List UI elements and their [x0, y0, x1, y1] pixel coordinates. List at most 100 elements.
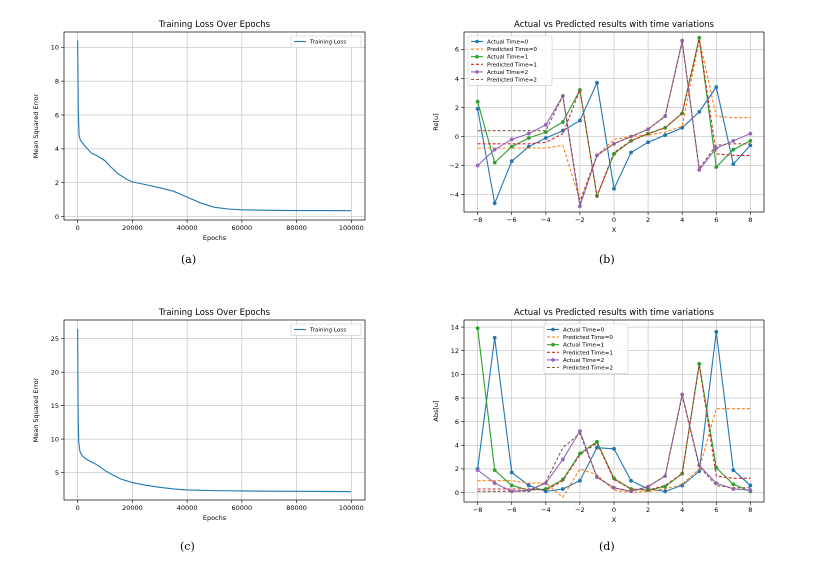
series-1-point — [578, 478, 582, 483]
legend-label-1: Actual Time=0 — [487, 40, 529, 46]
y-axis-label: Abs[u] — [432, 400, 440, 421]
series-3-point — [509, 483, 514, 488]
series-5-point — [680, 392, 685, 397]
x-tick-label: 8 — [748, 216, 752, 224]
legend-marker-3 — [551, 342, 555, 347]
y-tick-label: 25 — [51, 335, 59, 343]
series-5-point — [578, 204, 582, 209]
y-tick-label: 10 — [451, 371, 459, 379]
series-5-point — [560, 457, 565, 462]
x-tick-label: 60000 — [232, 504, 253, 512]
chart-title: Actual vs Predicted results with time va… — [514, 20, 715, 30]
chart-a-training-loss: 0 20000 40000 60000 80000 100000 0 2 4 6 8 10 Traini… — [32, 20, 366, 242]
y-tick-label: 2 — [455, 465, 459, 473]
x-tick-label: 0 — [612, 506, 616, 514]
y-axis-label: Mean Squared Error — [32, 93, 40, 158]
series-5-point — [492, 147, 497, 152]
series-3-point — [731, 147, 736, 152]
legend-label-5: Actual Time=2 — [563, 358, 604, 364]
caption-c: (c) — [180, 540, 195, 553]
x-tick-label: 100000 — [339, 224, 364, 232]
series-5-point — [475, 468, 480, 472]
series-5-point — [578, 429, 582, 433]
x-tick-label: 20000 — [122, 224, 143, 232]
series-line-6 — [477, 395, 751, 492]
series-1-point — [680, 125, 685, 130]
y-tick-label: 15 — [51, 402, 59, 410]
series-1-point — [578, 118, 582, 123]
series-3-point — [595, 439, 599, 444]
legend-label-1: Training Loss — [309, 40, 346, 46]
x-tick-label: 60000 — [232, 224, 253, 232]
y-tick-label: 0 — [455, 489, 459, 497]
series-1-point — [629, 150, 633, 155]
series-5-point — [748, 131, 753, 136]
chart-title: Actual vs Predicted results with time va… — [514, 308, 715, 318]
series-5-point — [731, 138, 736, 143]
series-1-point — [595, 80, 599, 85]
series-3-point — [475, 99, 480, 104]
series-1-point — [748, 483, 753, 488]
y-tick-label: 2 — [55, 179, 59, 187]
x-tick-label: 0 — [612, 216, 616, 224]
x-tick-label: −8 — [473, 216, 483, 224]
y-tick-label: 6 — [55, 111, 59, 119]
series-5-point — [543, 481, 548, 485]
legend-label-6: Predicted Time=2 — [487, 78, 537, 84]
chart-c-training-loss: 0 20000 40000 60000 80000 100000 5 10 15 20 25 Trai… — [32, 308, 366, 522]
series-5-point — [509, 489, 514, 494]
x-axis-label: X — [612, 226, 617, 234]
legend-box — [290, 35, 362, 48]
series-1-point — [475, 107, 480, 111]
y-tick-label: 10 — [51, 44, 59, 52]
series-3-point — [748, 138, 753, 143]
x-tick-label: 6 — [714, 216, 718, 224]
x-axis-label: X — [612, 516, 617, 524]
series-line-6 — [477, 42, 751, 204]
series-5-point — [475, 163, 480, 168]
x-tick-label: 40000 — [177, 224, 198, 232]
x-axis-label: Epochs — [203, 514, 227, 522]
series-line-2 — [477, 39, 751, 203]
series-line-2 — [477, 408, 751, 499]
y-tick-label: 0 — [455, 133, 459, 141]
y-axis-label: Re[u] — [432, 113, 440, 130]
y-tick-label: 6 — [455, 418, 459, 426]
series-1-point — [526, 483, 531, 488]
x-tick-label: 0 — [76, 504, 80, 512]
y-axis-label: Mean Squared Error — [32, 377, 40, 442]
y-tick-label: 12 — [451, 347, 459, 355]
legend-box — [543, 323, 629, 374]
series-5-point — [543, 123, 548, 127]
y-tick-label: 6 — [455, 46, 459, 54]
series-3-point — [578, 451, 582, 456]
series-1-point — [629, 478, 633, 483]
x-tick-label: 100000 — [339, 504, 364, 512]
series-5-point — [697, 168, 702, 172]
series-line-4 — [477, 364, 751, 491]
y-tick-label: 20 — [51, 368, 59, 376]
x-tick-label: −2 — [575, 216, 585, 224]
x-tick-label: 6 — [714, 506, 718, 514]
x-tick-label: −2 — [575, 506, 585, 514]
series-1-point — [714, 85, 719, 90]
y-tick-label: 8 — [455, 394, 459, 402]
series-3-point — [697, 361, 702, 366]
series-1-point — [595, 445, 599, 450]
legend-marker-3 — [475, 54, 479, 59]
series-3-point — [492, 160, 497, 165]
series-5-point — [748, 488, 753, 493]
x-tick-label: 4 — [680, 216, 684, 224]
legend-marker-1 — [551, 327, 555, 332]
series-1-point — [663, 133, 668, 137]
series-3-point — [714, 165, 719, 169]
x-tick-label: 80000 — [286, 224, 307, 232]
y-tick-label: 4 — [455, 442, 459, 450]
series-line-4 — [477, 39, 751, 199]
series-3-point — [509, 144, 514, 149]
series-1-point — [560, 487, 565, 491]
series-3-point — [731, 482, 736, 487]
legend-marker-5 — [475, 70, 479, 74]
caption-b: (b) — [599, 253, 615, 266]
x-tick-label: 40000 — [177, 504, 198, 512]
